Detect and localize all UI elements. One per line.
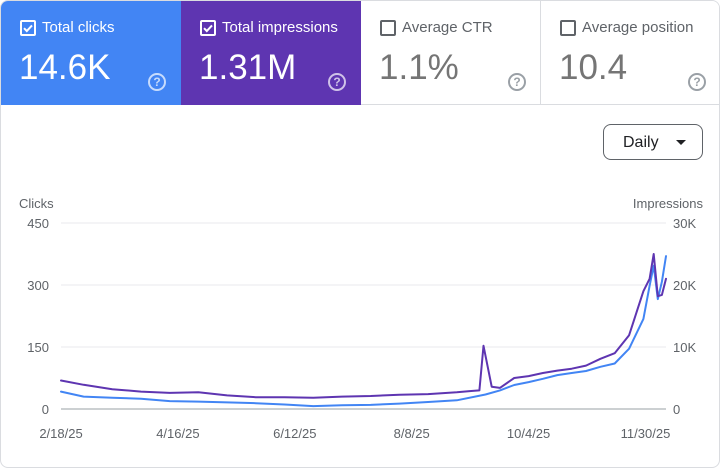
checkbox-unchecked-icon[interactable] — [380, 20, 396, 36]
metric-value: 1.31M — [199, 48, 297, 87]
performance-chart: Clicks Impressions 450 300 150 0 30K 20K 10K 0… — [19, 196, 704, 441]
help-icon[interactable]: ? — [508, 73, 526, 91]
right-tick-label: 20K — [673, 278, 696, 293]
metric-label: Average position — [582, 19, 694, 36]
metric-value: 10.4 — [559, 48, 628, 87]
chart-series — [60, 253, 667, 408]
left-tick-label: 300 — [27, 278, 49, 293]
dropdown-label: Daily — [623, 134, 659, 151]
left-tick-label: 0 — [42, 402, 49, 417]
left-tick-label: 150 — [27, 340, 49, 355]
help-icon[interactable]: ? — [328, 73, 346, 91]
x-tick-label: 11/30/25 — [621, 426, 671, 441]
checkbox-checked-icon[interactable] — [200, 20, 216, 36]
metric-tile-total-impressions[interactable]: Total impressions 1.31M ? — [181, 1, 361, 105]
chart-grid — [61, 222, 666, 410]
checkbox-unchecked-icon[interactable] — [560, 20, 576, 36]
metric-tile-average-ctr[interactable]: Average CTR 1.1% ? — [361, 1, 541, 105]
metric-tile-average-position[interactable]: Average position 10.4 ? — [541, 1, 719, 105]
x-axis-ticks: 2/18/25 4/16/25 6/12/25 8/8/25 10/4/25 11/30/… — [39, 426, 670, 441]
metric-value: 14.6K — [19, 48, 111, 87]
granularity-dropdown[interactable]: Daily — [603, 124, 703, 160]
right-tick-label: 10K — [673, 340, 696, 355]
metric-tile-total-clicks[interactable]: Total clicks 14.6K ? — [1, 1, 181, 105]
metric-value: 1.1% — [379, 48, 459, 87]
checkbox-checked-icon[interactable] — [20, 20, 36, 36]
help-icon[interactable]: ? — [148, 73, 166, 91]
clicks-series-line — [60, 255, 667, 408]
caret-down-icon — [676, 140, 686, 145]
metric-label: Total impressions — [222, 19, 338, 36]
right-axis-ticks: 30K 20K 10K 0 — [673, 216, 696, 417]
right-tick-label: 30K — [673, 216, 696, 231]
metric-label: Total clicks — [42, 19, 115, 36]
right-axis-title: Impressions — [633, 196, 704, 211]
left-axis-title: Clicks — [19, 196, 54, 211]
left-tick-label: 450 — [27, 216, 49, 231]
x-tick-label: 4/16/25 — [156, 426, 199, 441]
help-icon[interactable]: ? — [688, 73, 706, 91]
x-tick-label: 2/18/25 — [39, 426, 82, 441]
metric-label: Average CTR — [402, 19, 493, 36]
x-tick-label: 8/8/25 — [394, 426, 430, 441]
metric-tiles: Total clicks 14.6K ? Total impressions 1… — [1, 1, 719, 105]
x-tick-label: 6/12/25 — [273, 426, 316, 441]
impressions-series-line — [60, 253, 667, 399]
x-tick-label: 10/4/25 — [507, 426, 550, 441]
right-tick-label: 0 — [673, 402, 680, 417]
left-axis-ticks: 450 300 150 0 — [27, 216, 49, 417]
